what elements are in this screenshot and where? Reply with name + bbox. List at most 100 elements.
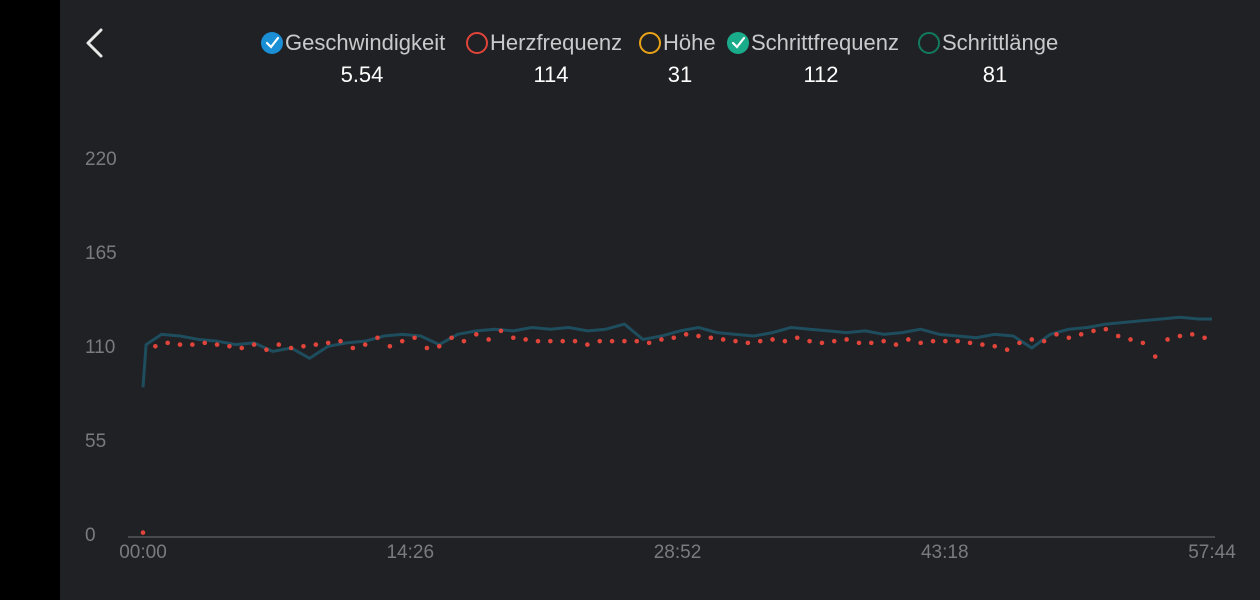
legend-item[interactable]: Schrittlänge [918, 30, 1058, 55]
series-dot [1177, 333, 1183, 339]
series-dot [696, 333, 701, 339]
series-dot [794, 335, 800, 341]
series-dot [165, 340, 170, 346]
series-dot [770, 337, 775, 342]
legend-label: Herzfrequenz [490, 30, 622, 55]
y-tick-label: 220 [85, 149, 117, 170]
series-dot [720, 337, 726, 342]
legend-ring-icon [639, 32, 661, 54]
series-dot [153, 343, 158, 349]
legend-ring-icon [466, 32, 488, 54]
series-dot [856, 340, 862, 346]
series-dot [1128, 337, 1133, 342]
series-dot [881, 338, 886, 344]
series-dot [424, 345, 430, 351]
series-dot [1189, 332, 1195, 337]
legend-label: Schrittlänge [942, 30, 1058, 55]
series-dot [844, 337, 849, 342]
legend-label: Geschwindigkeit [285, 30, 445, 55]
series-dot [362, 342, 368, 347]
legend-item[interactable]: Herzfrequenz [466, 30, 622, 55]
legend-label: Schrittfrequenz [751, 30, 899, 55]
series-dot [535, 338, 541, 344]
x-tick-label: 00:00 [119, 542, 167, 563]
y-tick-label: 110 [85, 337, 115, 358]
series-dot [893, 342, 899, 347]
series-dot [967, 340, 973, 346]
series-dot [585, 342, 590, 347]
series-dot [387, 343, 393, 349]
series-dot [498, 328, 504, 334]
series-dot [338, 338, 343, 344]
series-dot [276, 342, 282, 347]
series-dot [473, 332, 479, 337]
series-dot [1103, 326, 1109, 332]
series-dot [202, 340, 208, 346]
current-value: 81 [983, 62, 1007, 87]
x-tick-label: 28:52 [654, 542, 702, 563]
y-tick-label: 0 [85, 525, 96, 546]
series-dot [622, 338, 627, 344]
series-dot [140, 530, 146, 535]
current-value: 114 [533, 62, 568, 87]
current-value: 5.54 [341, 62, 384, 87]
series-dot [869, 340, 874, 346]
series-dot [461, 338, 467, 344]
series-dot [782, 338, 788, 344]
current-value: 112 [803, 62, 838, 87]
check-mark [731, 36, 746, 49]
series-dot [943, 338, 948, 344]
series-dot [560, 338, 565, 344]
series-dot [1004, 347, 1010, 353]
series-dot [227, 343, 232, 349]
legend-label: Höhe [663, 30, 716, 55]
series-dot [757, 338, 763, 344]
series-dot [906, 337, 911, 342]
series-dot [399, 338, 405, 344]
series-dot [548, 338, 553, 344]
series-dot [177, 342, 183, 347]
series-dot [745, 340, 751, 346]
series-dot [646, 340, 652, 346]
series-dot [1202, 335, 1207, 341]
series-dot [918, 340, 923, 346]
series-dot [1017, 340, 1022, 346]
series-dot [819, 340, 825, 346]
app-background [60, 0, 1260, 600]
series-dot [264, 347, 269, 353]
series-dot [375, 335, 380, 341]
series-dot [609, 338, 615, 344]
legend-item[interactable]: Höhe [639, 30, 716, 55]
series-dot [350, 345, 356, 351]
series-dot [190, 342, 195, 347]
series-dot [214, 342, 220, 347]
legend-ring-icon [918, 32, 940, 54]
x-tick-label: 43:18 [921, 542, 969, 563]
y-tick-label: 55 [85, 431, 106, 452]
series-dot [301, 343, 306, 349]
series-dot [1115, 333, 1121, 339]
series-dot [659, 337, 664, 342]
back-button[interactable] [86, 28, 103, 58]
legend-item[interactable]: Schrittfrequenz [727, 30, 899, 55]
series-dot [597, 338, 603, 344]
series-dot [1054, 332, 1059, 337]
series-dot [930, 338, 936, 344]
side-strip [0, 0, 60, 600]
series-dot [831, 338, 837, 344]
x-tick-label: 14:26 [386, 542, 434, 563]
series-dot [412, 335, 417, 341]
series-dot [436, 343, 442, 349]
series-dot [251, 342, 257, 347]
legend-check-icon [727, 32, 749, 54]
series-dot [239, 345, 245, 351]
current-value: 31 [668, 62, 692, 87]
legend-item[interactable]: Geschwindigkeit [261, 30, 445, 55]
x-tick-label: 57:44 [1188, 542, 1236, 563]
series-dot [288, 345, 294, 351]
series-dot [733, 338, 738, 344]
series-dot [807, 338, 812, 344]
series-dot [1165, 337, 1170, 342]
series-dot [683, 332, 689, 337]
